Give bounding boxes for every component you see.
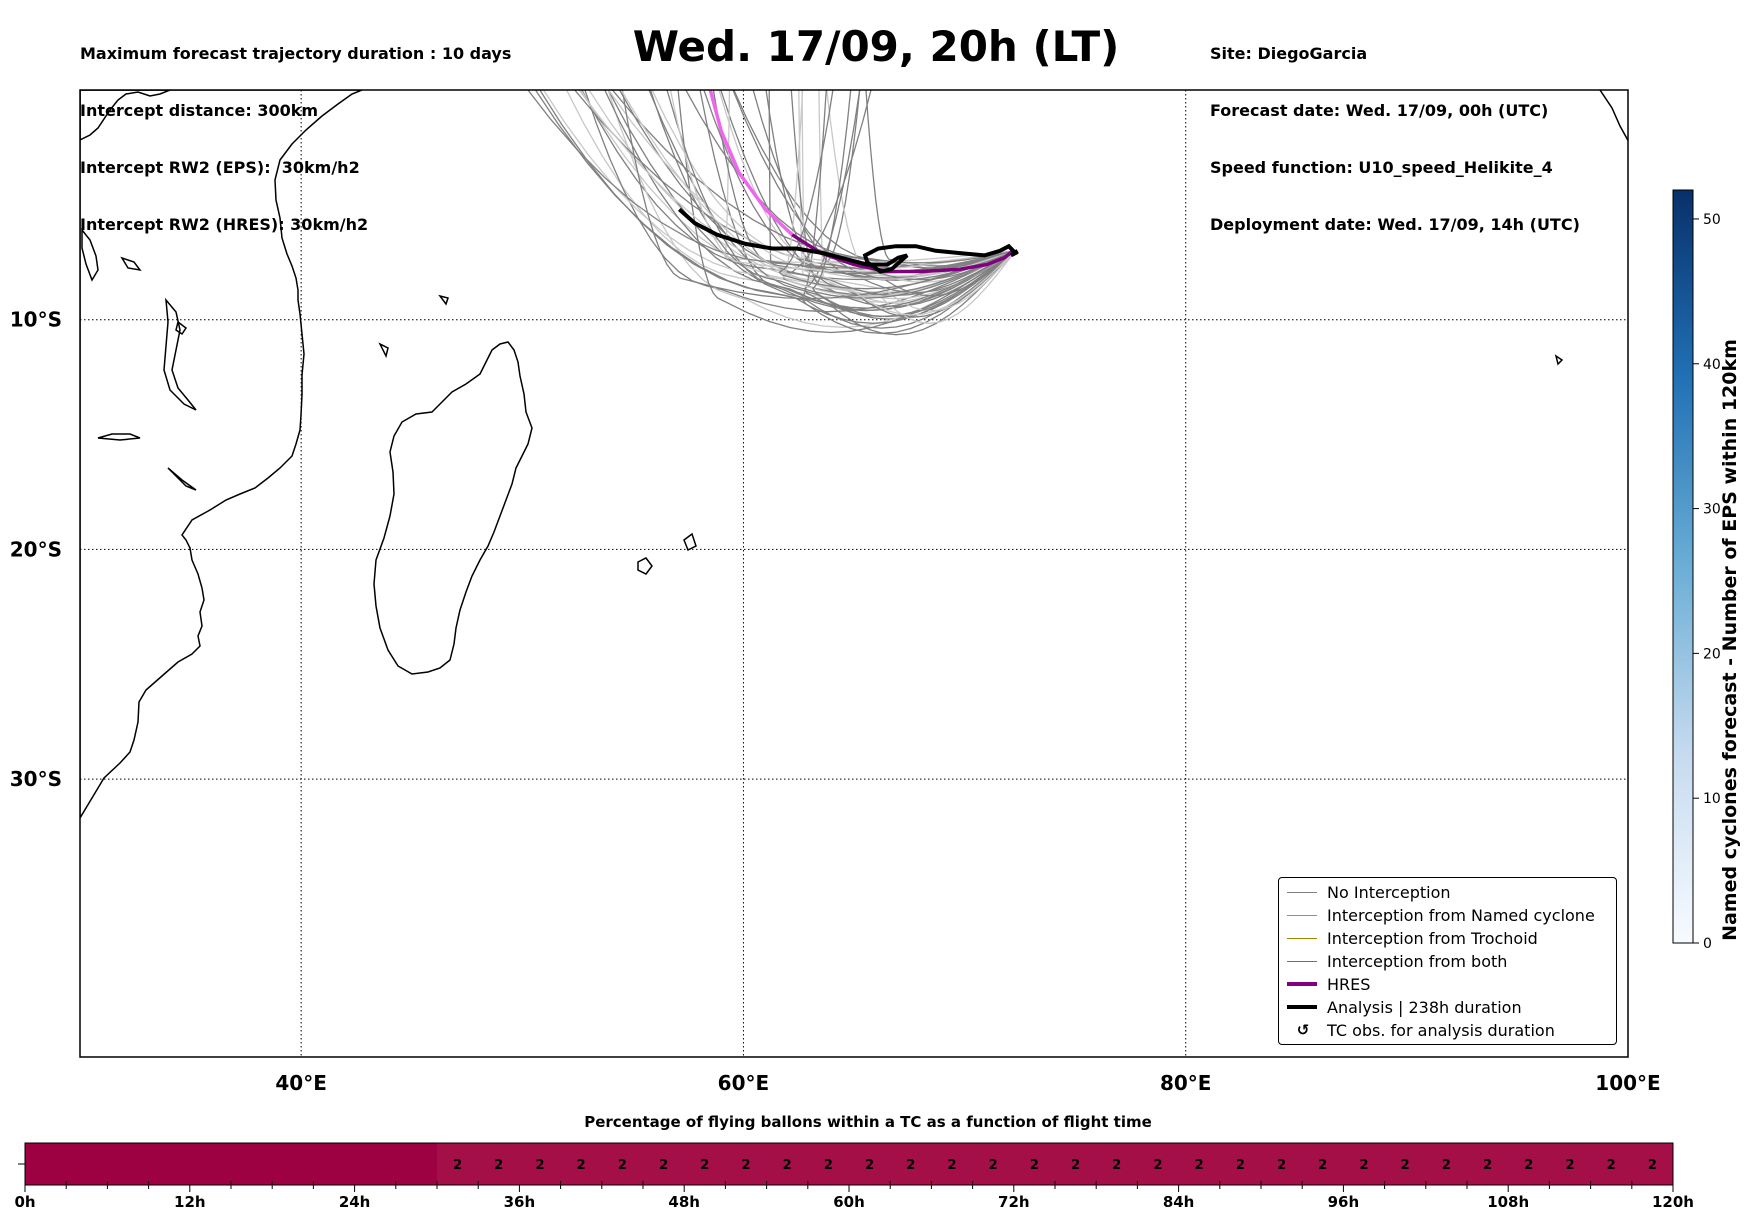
legend-item-tc-obs: ↺ TC obs. for analysis duration <box>1279 1019 1555 1041</box>
ensemble-trajectory <box>825 90 1016 272</box>
legend-swatch-no-interception <box>1287 892 1317 893</box>
coastline-africa <box>80 90 363 820</box>
map-tick-labels: 40°E 60°E 80°E 100°E 10°S 20°S 30°S <box>10 308 1661 1095</box>
coastline-comoros-2 <box>120 256 142 272</box>
legend-swatch-analysis <box>1287 1005 1317 1009</box>
legend: No Interception Interception from Named … <box>1278 877 1617 1045</box>
legend-label-hres: HRES <box>1327 974 1371 994</box>
coastlines <box>80 90 1628 820</box>
coastline-islet-a <box>378 342 389 359</box>
legend-item-hres: HRES <box>1279 973 1370 995</box>
coastline-islet-d <box>1599 90 1628 142</box>
header-line-intercept-eps: Intercept RW2 (EPS): 30km/h2 <box>80 158 360 177</box>
colorbar-tick-label: 40 <box>1703 357 1721 373</box>
colorbar-tick-label: 30 <box>1703 502 1721 518</box>
coastline-arabia-peninsula <box>80 90 171 141</box>
header-info-right: Site: DiegoGarcia Forecast date: Wed. 17… <box>1210 6 1580 253</box>
tc-obs-icon: ↺ <box>1296 1021 1310 1039</box>
legend-item-no-interception: No Interception <box>1279 881 1451 903</box>
coastline-reunion <box>683 532 697 552</box>
colorbar-tick-label: 50 <box>1703 212 1721 228</box>
header-line-intercept-hres: Intercept RW2 (HRES): 30km/h2 <box>80 215 369 234</box>
coastline-lake-2 <box>97 433 141 441</box>
analysis-trajectory <box>677 207 1019 274</box>
ensemble-trajectory <box>865 90 1016 267</box>
legend-item-trochoid: Interception from Trochoid <box>1279 927 1538 949</box>
lat-tick-label: 10°S <box>10 308 62 332</box>
map-frame <box>79 89 1629 1058</box>
colorbar-tick-label: 20 <box>1703 646 1721 662</box>
legend-swatch-trochoid <box>1287 938 1317 939</box>
legend-item-named-cyclone: Interception from Named cyclone <box>1279 904 1595 926</box>
colorbar <box>1672 189 1694 944</box>
legend-label-trochoid: Interception from Trochoid <box>1327 928 1538 948</box>
ensemble-trajectory <box>607 90 1016 336</box>
header-line-site: Site: DiegoGarcia <box>1210 44 1368 63</box>
coastline-socotra <box>81 227 99 282</box>
ensemble-trajectory <box>649 90 1016 299</box>
ensemble-trajectory <box>782 90 1016 296</box>
legend-label-analysis: Analysis | 238h duration <box>1327 997 1522 1017</box>
hres-trajectory-early <box>708 90 794 236</box>
coastline-islet-b <box>438 294 449 306</box>
legend-label-no-interception: No Interception <box>1327 882 1451 902</box>
ensemble-trajectory <box>812 90 1016 318</box>
legend-swatch-named-cyclone <box>1287 915 1317 916</box>
ensemble-trajectory <box>720 90 1016 318</box>
coastline-madagascar <box>373 341 533 675</box>
lat-tick-label: 30°S <box>10 767 62 791</box>
header-line-deployment-date: Deployment date: Wed. 17/09, 14h (UTC) <box>1210 215 1580 234</box>
colorbar-ticks: 0 10 20 30 40 50 <box>1693 212 1721 952</box>
lon-tick-label: 80°E <box>1160 1071 1212 1095</box>
header-line-forecast-date: Forecast date: Wed. 17/09, 00h (UTC) <box>1210 101 1549 120</box>
coastline-lake-3 <box>167 467 197 491</box>
lon-tick-label: 60°E <box>718 1071 770 1095</box>
coastline-lake-1 <box>163 297 197 411</box>
colorbar-tick-label: 10 <box>1703 791 1721 807</box>
header-line-intercept-distance: Intercept distance: 300km <box>80 101 319 120</box>
lon-tick-label: 100°E <box>1595 1071 1660 1095</box>
legend-item-both: Interception from both <box>1279 950 1507 972</box>
ensemble-trajectories <box>527 90 1016 336</box>
legend-label-both: Interception from both <box>1327 951 1508 971</box>
coastline-comoros-1 <box>175 320 188 336</box>
coastline-mauritius <box>637 557 653 575</box>
header-line-max-duration: Maximum forecast trajectory duration : 1… <box>80 44 512 63</box>
chart-title: Wed. 17/09, 20h (LT) <box>632 22 1120 71</box>
header-line-speed-function: Speed function: U10_speed_Helikite_4 <box>1210 158 1553 177</box>
ensemble-trajectory <box>803 90 1016 318</box>
ensemble-trajectory <box>620 90 1016 316</box>
ensemble-trajectory <box>778 90 1016 290</box>
ensemble-trajectory <box>607 90 1016 312</box>
legend-swatch-both <box>1287 961 1317 962</box>
lat-tick-label: 20°S <box>10 537 62 561</box>
legend-swatch-hres <box>1287 982 1317 986</box>
legend-label-named-cyclone: Interception from Named cyclone <box>1327 905 1595 925</box>
legend-label-tc-obs: TC obs. for analysis duration <box>1327 1020 1555 1040</box>
lon-tick-label: 40°E <box>275 1071 327 1095</box>
ensemble-trajectory <box>826 90 1016 283</box>
coastline-islet-c <box>1554 354 1564 366</box>
colorbar-tick-label: 0 <box>1703 936 1712 952</box>
colorbar-label: Named cyclones forecast - Number of EPS … <box>1719 339 1741 941</box>
legend-item-analysis: Analysis | 238h duration <box>1279 996 1522 1018</box>
header-info-left: Maximum forecast trajectory duration : 1… <box>80 6 511 253</box>
